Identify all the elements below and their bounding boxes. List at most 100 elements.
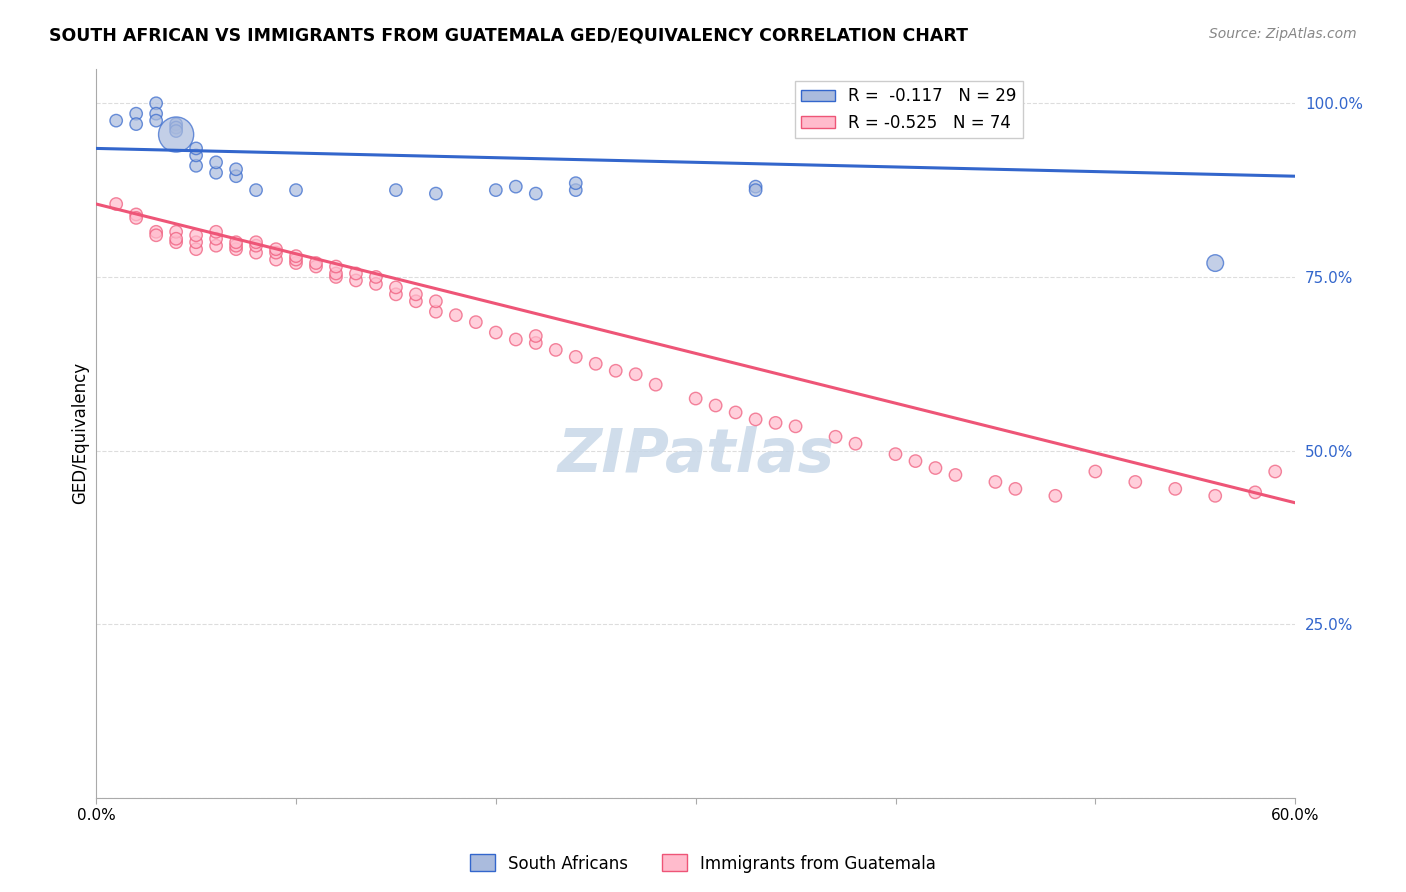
Point bbox=[685, 392, 707, 406]
Point bbox=[205, 238, 228, 252]
Point bbox=[125, 211, 148, 225]
Point bbox=[184, 148, 207, 162]
Point bbox=[205, 155, 228, 169]
Point bbox=[225, 238, 247, 252]
Point bbox=[524, 186, 547, 201]
Point bbox=[325, 269, 347, 284]
Point bbox=[145, 96, 167, 111]
Point bbox=[1123, 475, 1146, 489]
Point bbox=[844, 436, 866, 450]
Point bbox=[904, 454, 927, 468]
Point bbox=[165, 128, 187, 142]
Point bbox=[585, 357, 607, 371]
Point bbox=[385, 280, 408, 294]
Text: SOUTH AFRICAN VS IMMIGRANTS FROM GUATEMALA GED/EQUIVALENCY CORRELATION CHART: SOUTH AFRICAN VS IMMIGRANTS FROM GUATEMA… bbox=[49, 27, 969, 45]
Point bbox=[485, 326, 508, 340]
Point bbox=[145, 113, 167, 128]
Point bbox=[505, 179, 527, 194]
Point bbox=[105, 197, 128, 211]
Point bbox=[524, 335, 547, 350]
Point bbox=[165, 232, 187, 246]
Point bbox=[405, 287, 427, 301]
Point bbox=[544, 343, 567, 357]
Point bbox=[125, 117, 148, 131]
Point bbox=[744, 179, 766, 194]
Point bbox=[945, 467, 967, 482]
Point bbox=[884, 447, 907, 461]
Point bbox=[184, 235, 207, 250]
Point bbox=[245, 238, 267, 252]
Point bbox=[225, 169, 247, 184]
Point bbox=[1264, 465, 1286, 479]
Point bbox=[344, 267, 367, 281]
Point bbox=[285, 252, 308, 267]
Legend: South Africans, Immigrants from Guatemala: South Africans, Immigrants from Guatemal… bbox=[464, 847, 942, 880]
Point bbox=[565, 176, 588, 190]
Point bbox=[485, 183, 508, 197]
Point bbox=[524, 329, 547, 343]
Point bbox=[785, 419, 807, 434]
Legend: R =  -0.117   N = 29, R = -0.525   N = 74: R = -0.117 N = 29, R = -0.525 N = 74 bbox=[794, 80, 1024, 138]
Point bbox=[824, 430, 846, 444]
Point bbox=[184, 141, 207, 155]
Point bbox=[444, 308, 467, 322]
Point bbox=[464, 315, 486, 329]
Point bbox=[225, 235, 247, 250]
Point bbox=[704, 399, 727, 413]
Point bbox=[605, 364, 627, 378]
Point bbox=[165, 120, 187, 135]
Point bbox=[364, 277, 387, 291]
Point bbox=[165, 225, 187, 239]
Point bbox=[364, 269, 387, 284]
Point bbox=[924, 461, 946, 475]
Point bbox=[425, 294, 447, 309]
Y-axis label: GED/Equivalency: GED/Equivalency bbox=[72, 362, 89, 504]
Point bbox=[425, 186, 447, 201]
Point bbox=[145, 106, 167, 120]
Point bbox=[1004, 482, 1026, 496]
Point bbox=[1244, 485, 1267, 500]
Point bbox=[184, 159, 207, 173]
Point bbox=[165, 124, 187, 138]
Point bbox=[744, 183, 766, 197]
Point bbox=[145, 225, 167, 239]
Point bbox=[405, 294, 427, 309]
Point bbox=[184, 242, 207, 256]
Point bbox=[225, 242, 247, 256]
Point bbox=[285, 249, 308, 263]
Point bbox=[285, 183, 308, 197]
Point bbox=[225, 162, 247, 177]
Point bbox=[125, 207, 148, 221]
Point bbox=[305, 256, 328, 270]
Point bbox=[125, 106, 148, 120]
Point bbox=[1204, 256, 1226, 270]
Point bbox=[624, 368, 647, 382]
Point bbox=[385, 183, 408, 197]
Point bbox=[264, 242, 287, 256]
Point bbox=[385, 287, 408, 301]
Point bbox=[145, 228, 167, 243]
Point bbox=[565, 350, 588, 364]
Point bbox=[1164, 482, 1187, 496]
Point bbox=[245, 245, 267, 260]
Point bbox=[1204, 489, 1226, 503]
Point bbox=[285, 256, 308, 270]
Point bbox=[325, 267, 347, 281]
Point bbox=[105, 113, 128, 128]
Point bbox=[724, 405, 747, 419]
Point bbox=[165, 235, 187, 250]
Point bbox=[425, 304, 447, 318]
Point bbox=[565, 183, 588, 197]
Point bbox=[264, 252, 287, 267]
Point bbox=[205, 225, 228, 239]
Text: Source: ZipAtlas.com: Source: ZipAtlas.com bbox=[1209, 27, 1357, 41]
Point bbox=[765, 416, 787, 430]
Point bbox=[184, 228, 207, 243]
Point bbox=[344, 273, 367, 287]
Point bbox=[245, 235, 267, 250]
Point bbox=[325, 260, 347, 274]
Point bbox=[305, 260, 328, 274]
Point bbox=[165, 117, 187, 131]
Point bbox=[744, 412, 766, 426]
Point bbox=[1045, 489, 1067, 503]
